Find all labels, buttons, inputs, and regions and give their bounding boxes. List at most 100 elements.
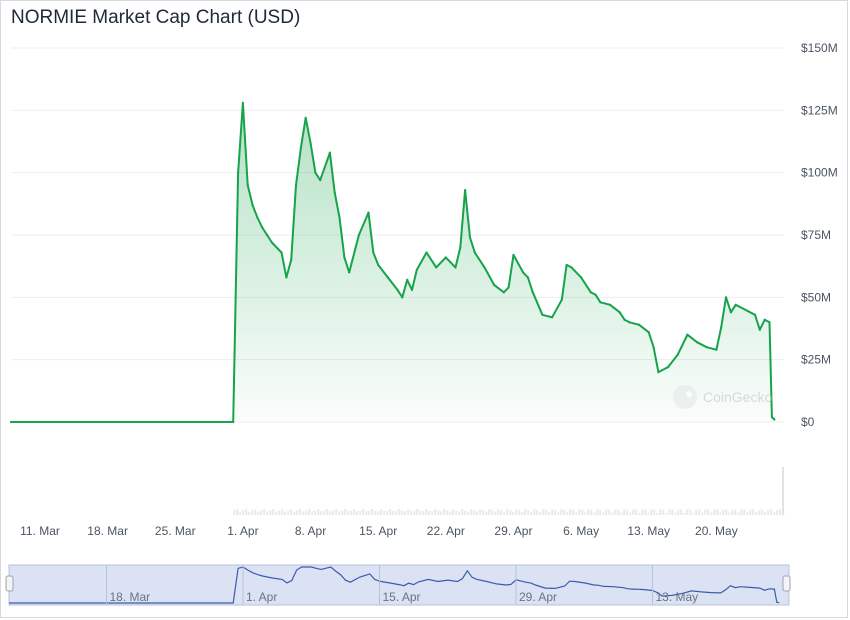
volume-bar [440, 511, 443, 515]
x-tick-label: 18. Mar [87, 524, 128, 538]
data-point [676, 353, 679, 356]
volume-bar [572, 509, 575, 515]
volume-bar [476, 511, 479, 515]
data-point [715, 348, 718, 351]
data-point [507, 286, 510, 289]
x-tick-label: 15. Apr [359, 524, 397, 538]
volume-bar [497, 509, 500, 515]
volume-bar [323, 510, 326, 515]
volume-bar [521, 511, 524, 515]
volume-bar [701, 512, 704, 515]
volume-bar [458, 511, 461, 515]
data-point [594, 293, 597, 296]
volume-bar [272, 509, 275, 515]
volume-bar [647, 512, 650, 515]
volume-bar [365, 511, 368, 515]
volume-bar [626, 509, 629, 515]
data-point [565, 263, 568, 267]
volume-bar [506, 509, 509, 515]
volume-bar [659, 509, 662, 515]
volume-bar [545, 510, 548, 515]
volume-bar [500, 510, 503, 515]
navigator-right-handle[interactable] [782, 575, 791, 592]
volume-bar [395, 511, 398, 515]
volume-bar [233, 510, 236, 515]
data-point [232, 420, 235, 424]
volume-bar [512, 511, 515, 515]
volume-bar [308, 509, 311, 515]
x-tick-label: 25. Mar [155, 524, 196, 538]
volume-bar [734, 509, 737, 515]
data-point [415, 268, 418, 272]
volume-bar [263, 509, 266, 515]
data-point [401, 296, 404, 299]
data-point [695, 341, 699, 344]
volume-bar [236, 509, 239, 515]
volume-bar [632, 509, 635, 515]
data-point [241, 101, 244, 104]
volume-bar [359, 510, 362, 515]
data-point [357, 233, 360, 237]
volume-bar [671, 509, 674, 515]
data-point [483, 266, 486, 269]
x-tick-label: 6. May [563, 524, 599, 538]
data-point [377, 263, 380, 267]
data-point [304, 116, 307, 119]
data-point [256, 216, 259, 219]
volume-bar [467, 511, 470, 515]
data-point [309, 141, 312, 144]
data-point [623, 318, 626, 321]
volume-bar [605, 509, 608, 515]
volume-bar [755, 512, 758, 515]
data-point [468, 236, 472, 239]
volume-bar [725, 509, 728, 515]
data-point [560, 298, 563, 301]
volume-bar [479, 509, 482, 515]
volume-bar [668, 509, 671, 515]
volume-bar [314, 510, 317, 515]
y-tick-label: $50M [801, 290, 831, 304]
volume-bar [248, 511, 251, 515]
data-point [9, 420, 13, 424]
data-point [628, 321, 631, 324]
volume-bar [317, 509, 320, 515]
data-point [319, 179, 322, 182]
navigator-label: 1. Apr [246, 590, 277, 604]
volume-bar [740, 509, 743, 515]
volume-bar [431, 511, 434, 515]
data-point [372, 251, 375, 254]
y-tick-label: $125M [801, 103, 838, 117]
volume-bar [704, 509, 707, 515]
volume-bar [710, 512, 713, 515]
data-point [729, 311, 732, 314]
data-point [502, 291, 505, 294]
volume-bar [488, 509, 491, 515]
volume-bar [716, 509, 719, 515]
data-point [236, 171, 240, 174]
y-tick-label: $75M [801, 228, 831, 242]
data-point [251, 203, 254, 207]
data-point [541, 313, 544, 316]
y-tick-label: $25M [801, 353, 831, 367]
volume-bar [614, 509, 617, 515]
volume-bar [557, 512, 560, 515]
volume-bar [638, 512, 641, 515]
volume-bar [416, 509, 419, 515]
volume-bar [662, 509, 665, 515]
volume-bar [482, 510, 485, 515]
volume-bar [461, 509, 464, 515]
x-tick-label: 22. Apr [427, 524, 465, 538]
volume-bar [452, 509, 455, 515]
volume-bar [449, 511, 452, 515]
data-point [551, 316, 554, 319]
volume-bar [542, 509, 545, 515]
volume-bar [776, 510, 779, 515]
navigator-left-handle[interactable] [5, 575, 14, 592]
volume-bar [347, 511, 350, 515]
volume-bar [731, 509, 734, 515]
volume-bar [530, 512, 533, 515]
volume-bar [743, 509, 746, 515]
coingecko-watermark: CoinGecko [673, 385, 772, 409]
data-point [770, 415, 774, 419]
